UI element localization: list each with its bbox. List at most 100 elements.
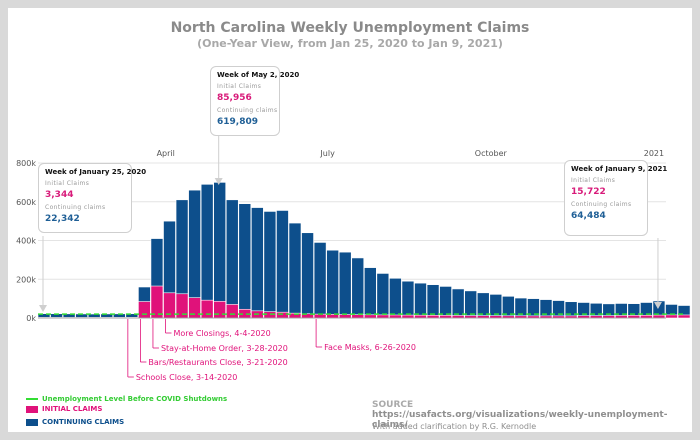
- bar-initial: [338, 314, 352, 319]
- legend-initial-swatch: [26, 405, 38, 413]
- bar-continuing: [363, 267, 377, 319]
- y-tick-label: 400k: [16, 237, 36, 246]
- callout-initial-label: Initial Claims: [571, 177, 616, 184]
- month-label: 2021: [644, 149, 664, 158]
- bar-initial: [213, 301, 226, 319]
- x-axis-month-labels: April July October 2021: [157, 149, 665, 158]
- source-note: With added clarification by R.G. Kernodl…: [372, 422, 537, 431]
- callout-pointers: [39, 136, 662, 312]
- callout-may-2-2020: Week of May 2, 2020 Initial Claims 85,95…: [210, 66, 300, 136]
- chart-subtitle: (One-Year View, from Jan 25, 2020 to Jan…: [197, 37, 503, 50]
- y-tick-label: 800k: [16, 159, 36, 168]
- bar-continuing: [351, 257, 365, 319]
- month-label: April: [157, 149, 175, 158]
- pointer-arrowhead: [214, 178, 223, 185]
- callout-jan-25-2020: Week of January 25, 2020 Initial Claims …: [38, 163, 147, 233]
- bar-continuing: [200, 184, 214, 319]
- bar-initial: [677, 314, 691, 319]
- y-tick-label: 0k: [26, 314, 36, 323]
- y-axis-ticks: 800k 600k 400k 200k 0k: [16, 159, 36, 323]
- bar-continuing: [276, 210, 289, 319]
- legend-continuing-label: CONTINUING CLAIMS: [42, 418, 125, 426]
- legend-baseline: Unemployment Level Before COVID Shutdown…: [26, 395, 227, 403]
- bar-initial: [426, 314, 440, 319]
- bar-initial: [150, 285, 164, 319]
- bar-initial: [200, 299, 214, 319]
- bars: [37, 182, 691, 319]
- callout-initial-value: 85,956: [217, 93, 252, 103]
- chart-title: North Carolina Weekly Unemployment Claim…: [171, 20, 530, 36]
- pointer-arrowhead: [653, 302, 662, 309]
- bar-continuing: [439, 286, 452, 319]
- legend-initial-label: INITIAL CLAIMS: [42, 405, 103, 413]
- callout-week: Week of January 9, 2021: [571, 165, 668, 173]
- bar-continuing: [301, 232, 314, 319]
- bar-continuing: [263, 211, 277, 319]
- bar-initial: [138, 301, 151, 319]
- callout-continuing-value: 64,484: [571, 211, 606, 221]
- bar-continuing: [527, 298, 540, 319]
- bar-continuing: [539, 299, 553, 319]
- bar-continuing: [389, 277, 402, 319]
- bar-initial: [665, 314, 678, 319]
- bar-continuing: [426, 284, 440, 319]
- bar-continuing: [338, 251, 352, 319]
- bar-initial: [640, 314, 653, 319]
- bar-initial: [276, 311, 289, 319]
- bar-initial: [401, 314, 415, 319]
- bar-continuing: [213, 182, 226, 319]
- source-url: https://usafacts.org/visualizations/week…: [372, 410, 668, 430]
- bar-continuing: [552, 300, 565, 319]
- callout-continuing-label: Continuing claims: [571, 201, 632, 208]
- bar-initial: [652, 314, 666, 319]
- bar-initial: [326, 314, 339, 319]
- annotation-label: Bars/Restaurants Close, 3-21-2020: [148, 358, 287, 367]
- month-label: October: [475, 149, 508, 158]
- callout-continuing-value: 619,809: [217, 117, 258, 127]
- bar-continuing: [376, 273, 390, 319]
- callout-continuing-label: Continuing claims: [217, 107, 278, 114]
- bar-initial: [363, 314, 377, 319]
- chart-canvas: North Carolina Weekly Unemployment Claim…: [16, 20, 691, 382]
- annotation-label: Schools Close, 3-14-2020: [136, 373, 238, 382]
- bar-continuing: [414, 282, 427, 319]
- y-tick-label: 200k: [16, 275, 36, 284]
- callout-initial-value: 3,344: [45, 190, 74, 200]
- callout-continuing-label: Continuing claims: [45, 204, 106, 211]
- bar-continuing: [225, 199, 239, 319]
- bar-initial: [225, 304, 239, 319]
- bar-initial: [188, 297, 201, 319]
- callout-week: Week of May 2, 2020: [217, 71, 300, 79]
- annotation-label: More Closings, 4-4-2020: [174, 329, 271, 338]
- source-heading: SOURCE: [372, 400, 414, 410]
- callout-initial-value: 15,722: [571, 187, 606, 197]
- annotation-label: Stay-at-Home Order, 3-28-2020: [161, 344, 288, 353]
- callout-continuing-value: 22,342: [45, 214, 80, 224]
- callout-week: Week of January 25, 2020: [45, 168, 147, 176]
- bar-continuing: [326, 249, 339, 319]
- legend-baseline-swatch: [26, 398, 38, 400]
- chart-frame: North Carolina Weekly Unemployment Claim…: [8, 8, 692, 432]
- callout-initial-label: Initial Claims: [217, 83, 262, 90]
- bar-initial: [351, 314, 365, 319]
- month-label: July: [319, 149, 335, 158]
- callout-initial-label: Initial Claims: [45, 180, 90, 187]
- y-tick-label: 600k: [16, 198, 36, 207]
- legend-continuing-swatch: [26, 418, 38, 426]
- bar-initial: [376, 314, 390, 319]
- bar-continuing: [251, 207, 264, 319]
- bar-continuing: [238, 203, 252, 319]
- bar-continuing: [401, 280, 415, 319]
- bar-continuing: [288, 222, 302, 319]
- bar-continuing: [564, 301, 578, 319]
- bar-initial: [389, 314, 402, 319]
- bar-initial: [414, 314, 427, 319]
- event-annotations: More Closings, 4-4-2020 Stay-at-Home Orde…: [127, 319, 416, 382]
- legend-initial: INITIAL CLAIMS: [26, 405, 102, 413]
- bar-continuing: [514, 297, 528, 319]
- legend-baseline-label: Unemployment Level Before COVID Shutdown…: [42, 395, 228, 403]
- annotation-label: Face Masks, 6-26-2020: [324, 343, 416, 352]
- pointer-arrowhead: [39, 305, 47, 312]
- bar-continuing: [313, 242, 327, 319]
- legend-continuing: CONTINUING CLAIMS: [26, 418, 124, 426]
